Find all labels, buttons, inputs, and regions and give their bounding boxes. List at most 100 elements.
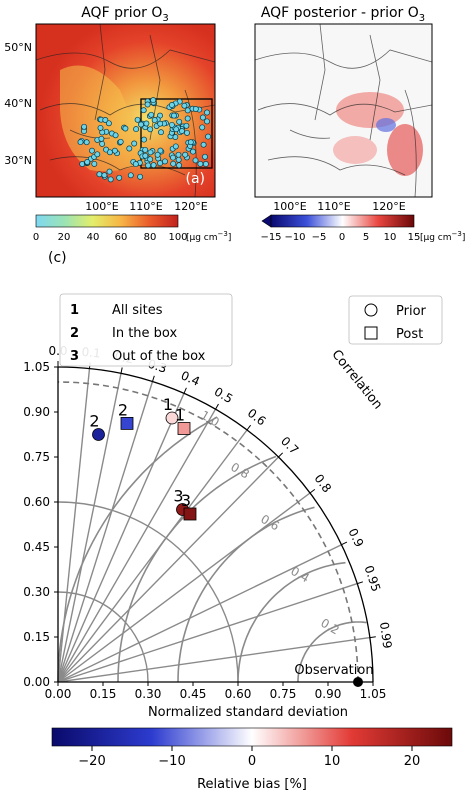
- left-lon-label-120: 120°E: [174, 200, 207, 213]
- point-label-1: 1: [163, 395, 173, 414]
- correlation-axis-label: Correlation: [328, 347, 385, 412]
- std-arc: [57, 501, 239, 683]
- monitoring-site: [192, 157, 199, 164]
- left-colorbar-ticks: 0 20 40 60 80 100: [33, 232, 188, 243]
- right-colorbar-unit: [μg cm−3]: [420, 230, 465, 243]
- monitoring-site: [173, 126, 180, 133]
- monitoring-site: [170, 160, 177, 167]
- correlation-tick: [246, 424, 252, 431]
- x-tick-label: 0.30: [135, 687, 162, 701]
- monitoring-site: [170, 154, 176, 161]
- monitoring-site: [184, 115, 191, 122]
- left-map-title: AQF prior O3: [81, 5, 169, 24]
- correlation-radial: [57, 544, 342, 683]
- outer-arc: [57, 366, 374, 683]
- correlation-radial: [57, 492, 311, 683]
- right-colorbar-arrow: [261, 214, 272, 228]
- correlation-tick: [341, 541, 348, 546]
- left-colorbar-unit: [μg cm−3]: [186, 230, 231, 243]
- correlation-radial: [57, 373, 122, 683]
- monitoring-site: [147, 149, 154, 156]
- bias-tick-label: 10: [324, 754, 341, 769]
- monitoring-site: [154, 151, 161, 158]
- x-tick-label: 0.45: [180, 687, 207, 701]
- right-map-lon-labels: 100°E 110°E 120°E: [273, 200, 405, 213]
- correlation-tick-label: 0.5: [212, 384, 236, 406]
- monitoring-site: [91, 160, 98, 167]
- left-map-box: [140, 98, 213, 169]
- right-colorbar-ticks: −15 −10 −5 0 5 10 15: [260, 232, 420, 243]
- monitoring-site: [77, 139, 84, 146]
- monitoring-site: [79, 161, 86, 167]
- marker-legend: Prior Post: [348, 295, 443, 345]
- monitoring-site: [168, 102, 175, 108]
- monitoring-site: [175, 156, 182, 163]
- monitoring-site: [127, 172, 134, 179]
- point-prior-1: [165, 411, 179, 425]
- x-tick-label: 0.00: [45, 687, 72, 701]
- left-map-lon-labels: 100°E 110°E 120°E: [85, 200, 207, 213]
- monitoring-site: [172, 143, 179, 150]
- right-lon-label-120: 120°E: [372, 200, 405, 213]
- monitoring-site: [131, 140, 138, 147]
- x-tick-label: 0.90: [315, 687, 342, 701]
- right-cbar-tick-m15: −15: [260, 232, 281, 243]
- correlation-radial: [57, 408, 217, 683]
- monitoring-site: [200, 141, 207, 148]
- taylor-points: 11 22 33: [89, 395, 197, 521]
- monitoring-site: [192, 106, 199, 112]
- monitoring-site: [81, 123, 88, 130]
- monitoring-site: [142, 152, 149, 159]
- y-tick-label: 0.90: [23, 405, 50, 419]
- monitoring-site: [142, 146, 149, 153]
- monitoring-site: [157, 120, 164, 127]
- monitoring-site: [106, 149, 113, 156]
- left-cbar-tick-60: 60: [115, 232, 128, 243]
- correlation-tick-label: 0.9: [345, 526, 366, 549]
- monitoring-site: [112, 132, 119, 139]
- legend-post-marker: [364, 326, 378, 340]
- monitoring-site: [111, 147, 118, 154]
- correlation-tick: [152, 375, 155, 382]
- point-label-1: 1: [175, 406, 185, 425]
- monitoring-site: [151, 117, 158, 124]
- monitoring-site: [199, 124, 206, 131]
- monitoring-site: [202, 161, 209, 167]
- monitoring-site: [205, 133, 212, 140]
- observation-reference: Observation: [294, 663, 374, 687]
- left-cbar-tick-0: 0: [33, 232, 39, 243]
- correlation-radial: [57, 456, 279, 683]
- monitoring-site: [144, 101, 151, 108]
- correlation-radials: [57, 368, 370, 683]
- monitoring-site: [107, 176, 114, 183]
- monitoring-site: [132, 161, 139, 168]
- point-label-2: 2: [89, 412, 99, 431]
- point-prior-2: [92, 428, 105, 441]
- right-cbar-tick-15: 15: [408, 232, 421, 243]
- monitoring-site: [84, 159, 91, 165]
- observation-point: [353, 677, 363, 687]
- legend-num-3: 3: [70, 349, 79, 364]
- left-map-frame: [35, 23, 216, 198]
- x-axis-tick-labels: 0.00 0.15 0.30 0.45 0.60 0.75 0.90 1.05: [45, 682, 387, 701]
- taylor-x-axis-label: Normalized standard deviation: [148, 705, 348, 720]
- y-tick-label: 0.15: [23, 630, 50, 644]
- taylor-axes: [57, 366, 374, 683]
- monitoring-site: [141, 136, 147, 143]
- x-tick-label: 1.05: [360, 687, 387, 701]
- point-post-1: [177, 422, 191, 435]
- left-cbar-tick-100: 100: [168, 232, 187, 243]
- monitoring-site: [175, 151, 182, 158]
- monitoring-site: [157, 160, 164, 167]
- monitoring-site: [187, 139, 194, 146]
- monitoring-site: [184, 129, 190, 136]
- legend-label-2: In the box: [112, 326, 177, 341]
- bias-colorbar-ticks: −20 −10 0 10 20: [78, 746, 420, 769]
- legend-num-1: 1: [70, 303, 79, 318]
- left-cbar-tick-20: 20: [58, 232, 71, 243]
- left-colorbar: [35, 214, 179, 228]
- x-tick-label: 0.15: [90, 687, 117, 701]
- monitoring-site: [183, 122, 190, 129]
- bias-colorbar-label: Relative bias [%]: [197, 777, 307, 792]
- right-cbar-tick-5: 5: [363, 232, 369, 243]
